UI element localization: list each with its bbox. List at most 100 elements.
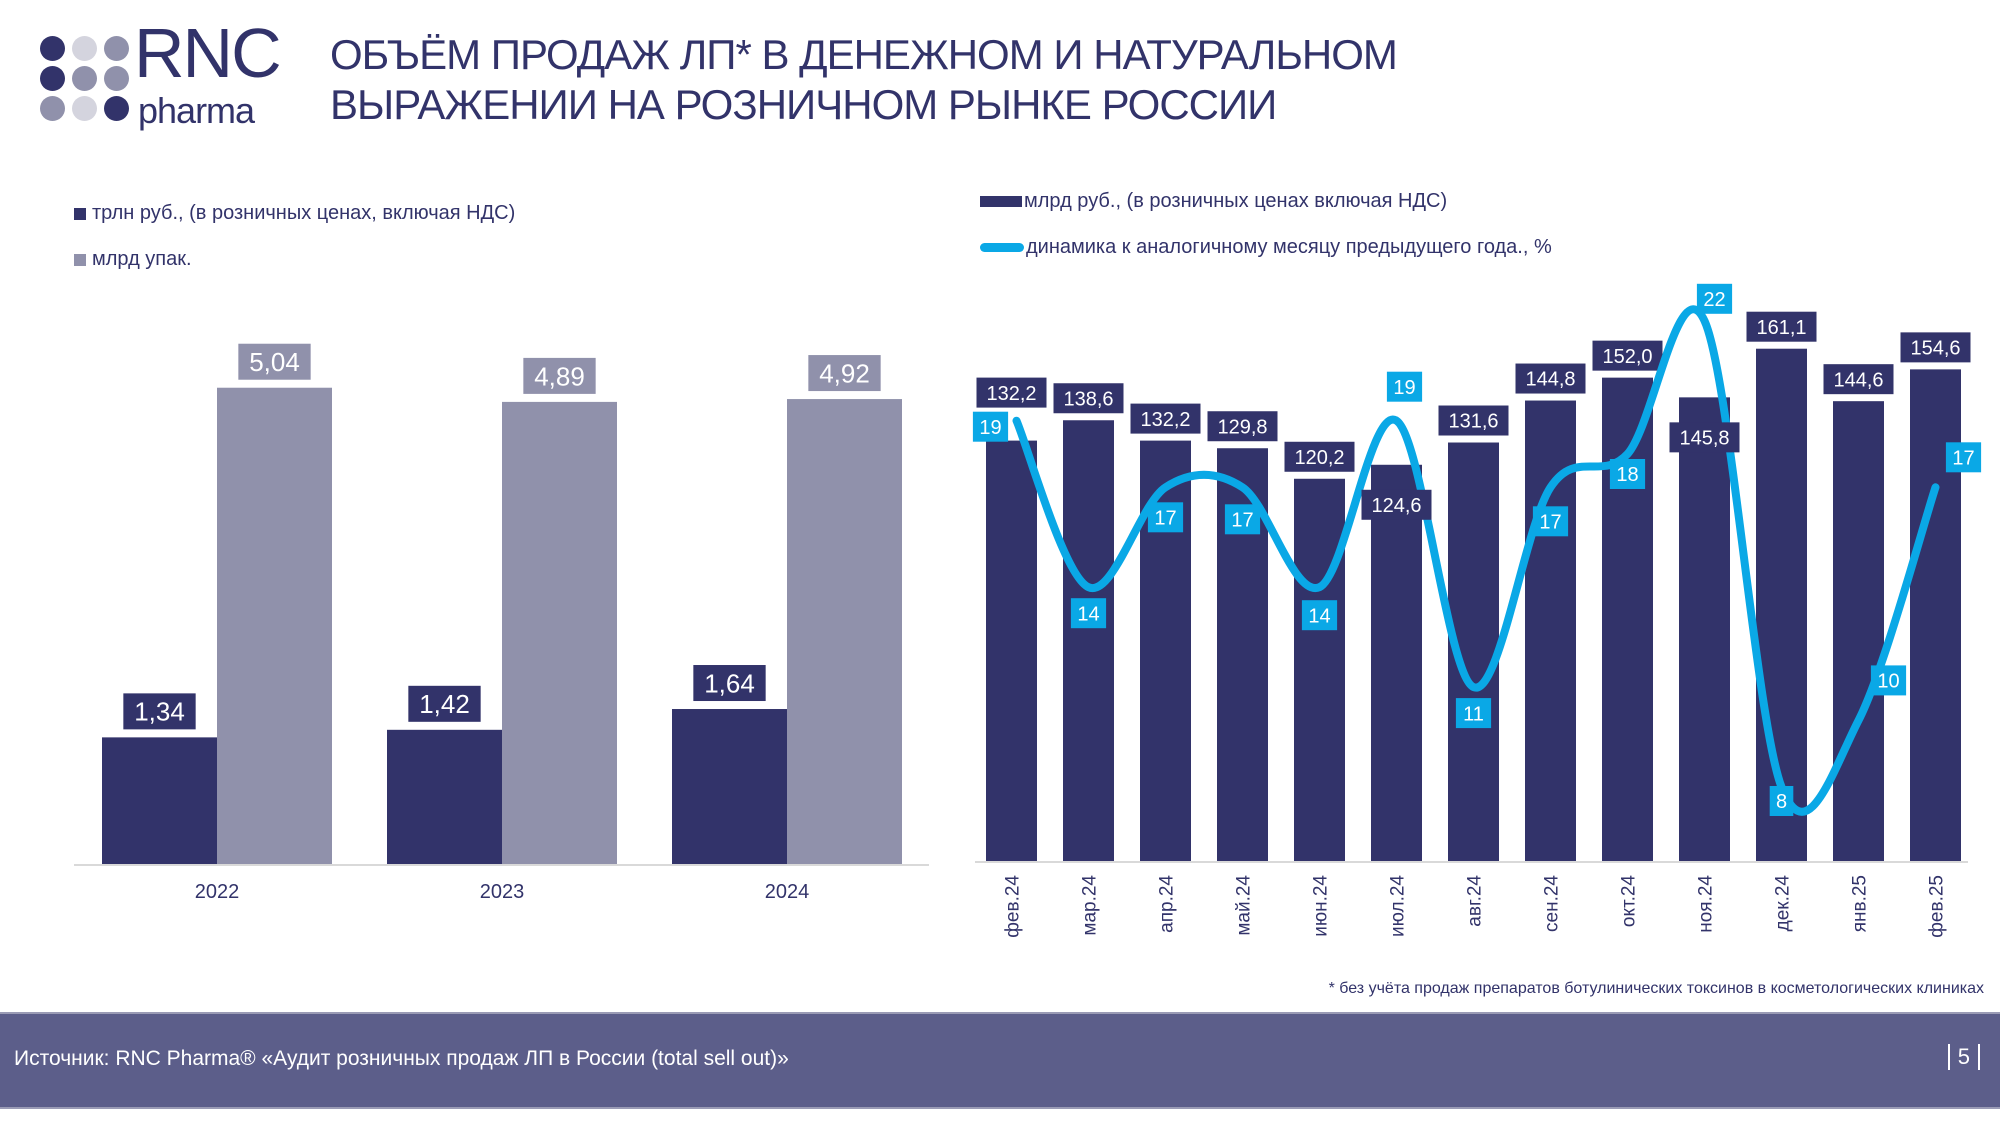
legend-label: млрд руб., (в розничных ценах включая НД…: [1024, 190, 1448, 212]
bar-янв.25: [1833, 401, 1884, 861]
logo-dot: [40, 96, 65, 121]
legend-swatch-navy: [980, 196, 1022, 207]
line-data-label-bg: [1696, 283, 1733, 314]
page-number: 5: [1947, 1044, 1980, 1070]
x-tick-label: ноя.24: [1696, 875, 1717, 933]
legend-item-dynamics: динамика к аналогичному месяцу предыдуще…: [980, 236, 1552, 259]
bar-data-label-bg: [976, 377, 1047, 408]
line-data-label: 14: [1308, 605, 1330, 627]
legend-label: динамика к аналогичному месяцу предыдуще…: [1026, 236, 1552, 258]
bar-2022-packs: [217, 387, 332, 864]
line-data-label-bg: [972, 411, 1009, 442]
x-tick-label: 2023: [480, 881, 525, 903]
logo-dot: [72, 96, 97, 121]
bar-data-label: 131,6: [1448, 411, 1498, 433]
data-label: 4,92: [819, 358, 870, 388]
data-label-bg: [238, 343, 311, 380]
bar-мар.24: [1063, 420, 1114, 861]
line-data-label: 17: [1539, 512, 1561, 534]
line-data-label-bg: [1301, 600, 1338, 631]
data-label: 5,04: [249, 347, 300, 377]
x-tick-label: 2024: [765, 881, 810, 903]
logo-dot: [40, 36, 65, 61]
x-tick-label: 2022: [195, 881, 240, 903]
footer-bar: Источник: RNC Pharma® «Аудит розничных п…: [0, 1012, 2000, 1109]
bar-2024-rub: [672, 709, 787, 864]
logo-dot: [104, 96, 129, 121]
line-data-label: 10: [1877, 671, 1899, 693]
bar-2022-rub: [102, 737, 217, 864]
legend-label: млрд упак.: [92, 248, 192, 270]
x-tick-label: апр.24: [1157, 875, 1178, 933]
legend-item-rub: трлн руб., (в розничных ценах, включая Н…: [74, 202, 515, 225]
bar-ноя.24: [1679, 397, 1730, 861]
bar-июн.24: [1294, 478, 1345, 861]
data-label: 1,34: [134, 697, 185, 727]
logo-subtext: pharma: [138, 90, 255, 131]
bar-data-label-bg: [1592, 340, 1663, 371]
line-data-label-bg: [1070, 598, 1107, 629]
line-data-label: 11: [1463, 703, 1484, 725]
data-label: 1,64: [704, 668, 755, 698]
bar-data-label: 124,6: [1371, 495, 1421, 517]
x-tick-label: фев.24: [1003, 875, 1024, 938]
bar-фев.24: [986, 440, 1037, 861]
x-tick-label: окт.24: [1619, 875, 1640, 928]
data-label: 4,89: [534, 361, 585, 391]
logo-dot: [40, 66, 65, 91]
line-data-label: 19: [1393, 377, 1415, 399]
line-data-label-bg: [1455, 698, 1492, 729]
line-data-label: 17: [1231, 510, 1253, 532]
legend-swatch-navy: [74, 207, 86, 220]
legend-label: трлн руб., (в розничных ценах, включая Н…: [92, 202, 516, 224]
x-tick-label: сен.24: [1542, 875, 1563, 932]
logo-dot: [104, 66, 129, 91]
bar-data-label: 144,8: [1525, 369, 1575, 391]
page-title: ОБЪЁМ ПРОДАЖ ЛП* В ДЕНЕЖНОМ И НАТУРАЛЬНО…: [330, 30, 1398, 130]
line-data-label-bg: [1870, 665, 1907, 696]
data-label-bg: [523, 357, 596, 394]
line-data-label: 22: [1703, 289, 1725, 311]
bar-data-label: 132,2: [1140, 409, 1190, 431]
bar-2023-packs: [502, 401, 617, 864]
logo-dot: [72, 36, 97, 61]
bar-data-label: 152,0: [1602, 346, 1652, 368]
bar-2023-rub: [387, 729, 502, 864]
bar-июл.24: [1371, 464, 1422, 861]
line-data-label: 8: [1776, 791, 1787, 813]
line-data-label: 17: [1952, 448, 1974, 470]
line-data-label: 17: [1154, 508, 1176, 530]
line-data-label-bg: [1769, 786, 1794, 816]
bar-data-label-bg: [1284, 441, 1355, 472]
bar-data-label-bg: [1746, 311, 1817, 342]
bar-data-label: 138,6: [1063, 388, 1113, 410]
data-label-bg: [408, 685, 481, 722]
x-tick-label: июн.24: [1311, 875, 1332, 937]
bar-data-label-bg: [1207, 411, 1278, 442]
line-data-label-bg: [1945, 442, 1982, 473]
bar-data-label-bg: [1053, 383, 1124, 414]
annual-sales-chart: 1,34 5,04 2022 1,42 4,89 2023 1,64 4,92 2024: [74, 343, 929, 903]
line-data-label-bg: [1609, 459, 1646, 489]
line-data-label-bg: [1386, 371, 1423, 402]
legend-swatch-cyan: [980, 243, 1024, 252]
logo-dot: [72, 66, 97, 91]
logo-text: RNC: [134, 14, 282, 92]
bar-data-label: 132,2: [986, 383, 1036, 405]
x-tick-label: дек.24: [1773, 875, 1794, 932]
data-label-bg: [693, 665, 766, 702]
legend-swatch-gray: [74, 253, 86, 266]
line-data-label: 14: [1077, 603, 1099, 625]
line-data-label-bg: [1147, 502, 1184, 533]
bar-data-label: 144,6: [1833, 369, 1883, 391]
bar-data-label-bg: [1130, 403, 1201, 434]
bar-data-label: 120,2: [1294, 447, 1344, 469]
bar-сен.24: [1525, 400, 1576, 861]
monthly-sales-chart: фев.24 мар.24 апр.24 май.24 июн.24 июл.24 авг.…: [972, 283, 1982, 938]
source-text: Источник: RNC Pharma® «Аудит розничных п…: [14, 1047, 789, 1070]
bar-data-label-bg: [1361, 489, 1432, 520]
x-tick-label: май.24: [1234, 875, 1255, 936]
bar-data-label: 129,8: [1217, 416, 1267, 438]
x-tick-label: фев.25: [1927, 875, 1948, 938]
bar-data-label: 154,6: [1910, 338, 1960, 360]
